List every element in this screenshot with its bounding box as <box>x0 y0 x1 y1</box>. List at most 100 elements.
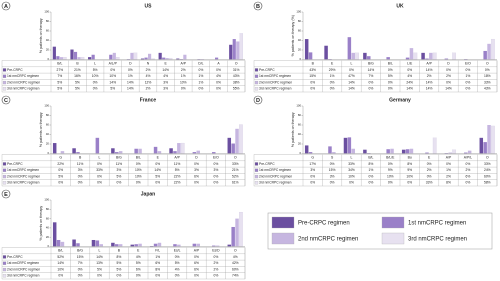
y-tick-label: 40 <box>46 132 50 136</box>
legend-frame <box>267 212 493 250</box>
table-cell: 5% <box>117 261 122 265</box>
bar <box>153 146 158 154</box>
panel-title: Germany <box>389 97 411 103</box>
table-cell: 0% <box>330 162 335 166</box>
table-cell: 5% <box>75 80 80 84</box>
table-cell: 0% <box>216 68 221 72</box>
bar <box>158 52 162 60</box>
bar <box>138 243 142 247</box>
x-tick-label: L/E <box>407 62 413 66</box>
y-tick-label: 20 <box>46 48 50 52</box>
bar <box>409 148 414 154</box>
bar <box>130 52 134 60</box>
table-cell: 14% <box>57 261 64 265</box>
table-cell: 0% <box>349 68 354 72</box>
bar <box>347 37 352 60</box>
table-cell: 2% <box>146 68 151 72</box>
row-swatch <box>254 80 259 85</box>
table-cell: 3% <box>163 80 168 84</box>
panel-label: D <box>256 98 260 104</box>
y-tick-label: 40 <box>46 38 50 42</box>
table-cell: 1% <box>446 168 451 172</box>
panel-title: US <box>145 3 153 9</box>
table-cell: 33% <box>232 162 239 166</box>
y-tick-label: 80 <box>298 19 302 23</box>
table-cell: 10% <box>135 174 142 178</box>
table-cell: 14% <box>406 87 413 91</box>
table-cell: 22% <box>174 181 181 185</box>
table-cell: 5% <box>57 80 62 84</box>
table-cell: 0% <box>330 80 335 84</box>
table-cell: 34% <box>348 168 355 172</box>
y-axis-label: % patients on therapy (%) <box>291 15 295 56</box>
table-cell: 43% <box>233 74 240 78</box>
bar <box>118 244 123 247</box>
table-cell: 21% <box>74 68 81 72</box>
table-cell: 4% <box>216 74 221 78</box>
bar <box>95 137 100 154</box>
table-cell: 18% <box>484 74 491 78</box>
x-tick-label: A/P <box>194 249 200 253</box>
row-label: 2nd nmCRPC regimen <box>7 267 40 271</box>
table-cell: 5% <box>175 261 180 265</box>
table-cell: 2% <box>146 87 151 91</box>
x-tick-label: B/L <box>368 156 373 160</box>
table-cell: 0% <box>97 181 102 185</box>
bar <box>165 58 169 60</box>
table-cell: 1% <box>199 74 204 78</box>
row-label: Pre-CRPC <box>259 68 275 72</box>
bar <box>363 149 367 154</box>
bar <box>99 244 103 247</box>
row-label: 2nd nmCRPC regimen <box>259 174 292 178</box>
bar <box>177 244 181 247</box>
table-cell: 13% <box>96 261 103 265</box>
bar <box>448 152 452 154</box>
bar <box>409 48 414 60</box>
bar <box>231 226 235 247</box>
table-cell: 2% <box>214 267 219 271</box>
table-cell: 7% <box>57 74 62 78</box>
bar <box>177 143 181 154</box>
bar <box>73 51 78 60</box>
table-cell: 58% <box>484 181 491 185</box>
table-cell: 0% <box>97 274 102 278</box>
bar <box>72 239 76 247</box>
table-cell: 0% <box>485 68 490 72</box>
row-label: 3rd nmCRPC regimen <box>259 87 292 91</box>
row-swatch <box>254 162 259 166</box>
bar <box>91 239 96 247</box>
x-tick-label: A/P <box>174 156 180 160</box>
table-cell: 6% <box>194 267 199 271</box>
table-cell: 0% <box>175 255 180 259</box>
bar <box>111 242 115 247</box>
table-cell: 22% <box>57 162 64 166</box>
bar <box>386 149 390 154</box>
x-tick-label: A/P <box>446 156 452 160</box>
bar <box>390 148 394 154</box>
panel-title: UK <box>396 3 404 9</box>
table-cell: 4% <box>407 74 412 78</box>
bar <box>401 149 406 154</box>
bar <box>169 148 173 154</box>
row-swatch <box>2 255 7 259</box>
table-cell: 0% <box>310 87 315 91</box>
table-cell: 6% <box>466 174 471 178</box>
table-cell: 29% <box>329 68 336 72</box>
table-cell: 5% <box>97 267 102 271</box>
bar <box>134 244 138 247</box>
y-tick-label: 40 <box>298 38 302 42</box>
legend-label: 1st nmCRPC regimen <box>408 221 466 227</box>
x-tick-label: E/O <box>213 156 219 160</box>
table-cell: 0% <box>466 68 471 72</box>
table-cell: 10% <box>348 174 355 178</box>
x-tick-label: F/L <box>155 249 160 253</box>
table-cell: 0% <box>175 274 180 278</box>
row-label: Pre-CRPC <box>7 162 23 166</box>
table-cell: 0% <box>446 68 451 72</box>
bar <box>134 148 138 154</box>
panel-badge <box>1 189 11 199</box>
y-tick-label: 60 <box>46 123 50 127</box>
row-label: 1st nmCRPC regimen <box>7 261 39 265</box>
bar <box>173 151 177 154</box>
x-tick-label: B/L <box>136 156 141 160</box>
